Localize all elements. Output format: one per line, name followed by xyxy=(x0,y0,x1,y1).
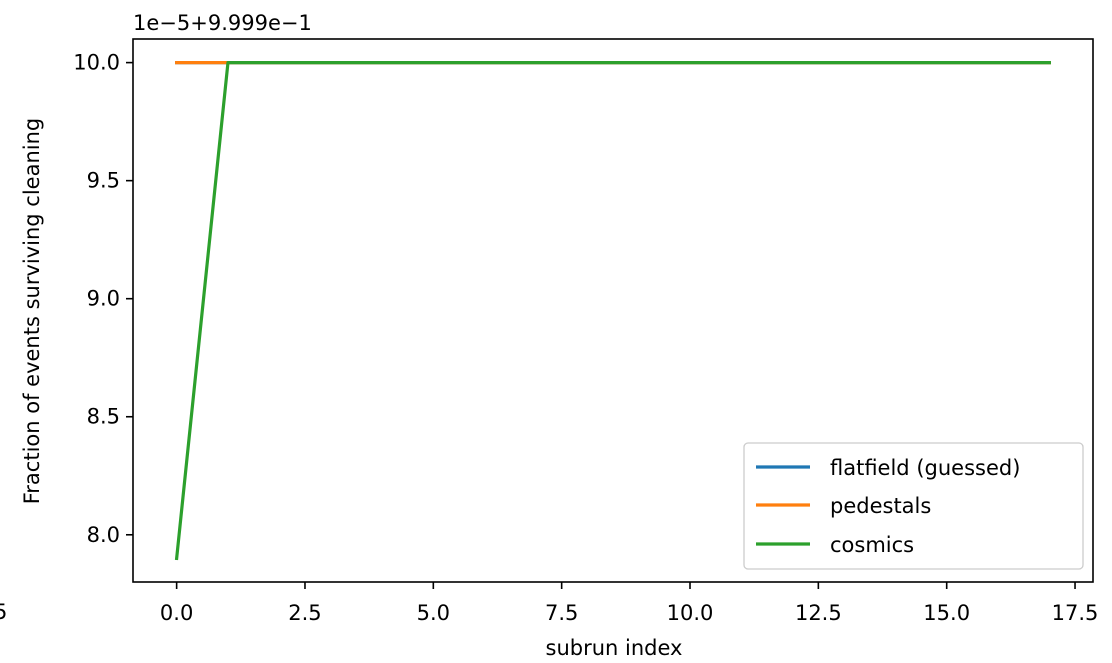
x-tick-label: 17.5 xyxy=(1052,601,1099,625)
x-axis-label: subrun index xyxy=(546,636,683,660)
x-axis-ticks: 0.0 2.5 5.0 7.5 10.0 12.5 15.0 17.5 xyxy=(160,582,1098,625)
legend-box xyxy=(743,442,1084,570)
legend-label: pedestals xyxy=(830,494,931,518)
x-tick-label: 10.0 xyxy=(667,601,714,625)
y-axis-ticks: 8.0 8.5 9.0 9.5 10.0 xyxy=(73,51,133,547)
x-tick-label: 15.0 xyxy=(923,601,970,625)
x-tick-label: 2.5 xyxy=(288,601,321,625)
y-tick-label: 10.0 xyxy=(73,51,120,75)
y-tick-label: 8.5 xyxy=(87,405,120,429)
y-tick-label: 9.5 xyxy=(87,169,120,193)
x-tick-label: 7.5 xyxy=(545,601,578,625)
x-tick-label: 5.0 xyxy=(417,601,450,625)
x-tick-label: 12.5 xyxy=(795,601,842,625)
y-tick-label: 9.0 xyxy=(87,287,120,311)
series-layer xyxy=(174,61,1051,561)
legend-label: flatfield (guessed) xyxy=(830,456,1020,480)
y-axis-label: Fraction of events surviving cleaning xyxy=(20,118,44,505)
y-axis-offset-label: 1e−5+9.999e−1 xyxy=(133,11,312,35)
legend: flatfield (guessed) pedestals cosmics xyxy=(743,442,1084,570)
series-line-2 xyxy=(174,61,1051,561)
axes-frame xyxy=(132,38,1094,583)
x-tick-label-cut: 5 xyxy=(0,600,7,624)
x-tick-label: 0.0 xyxy=(160,601,193,625)
legend-label: cosmics xyxy=(830,533,914,557)
y-tick-label: 8.0 xyxy=(87,523,120,547)
